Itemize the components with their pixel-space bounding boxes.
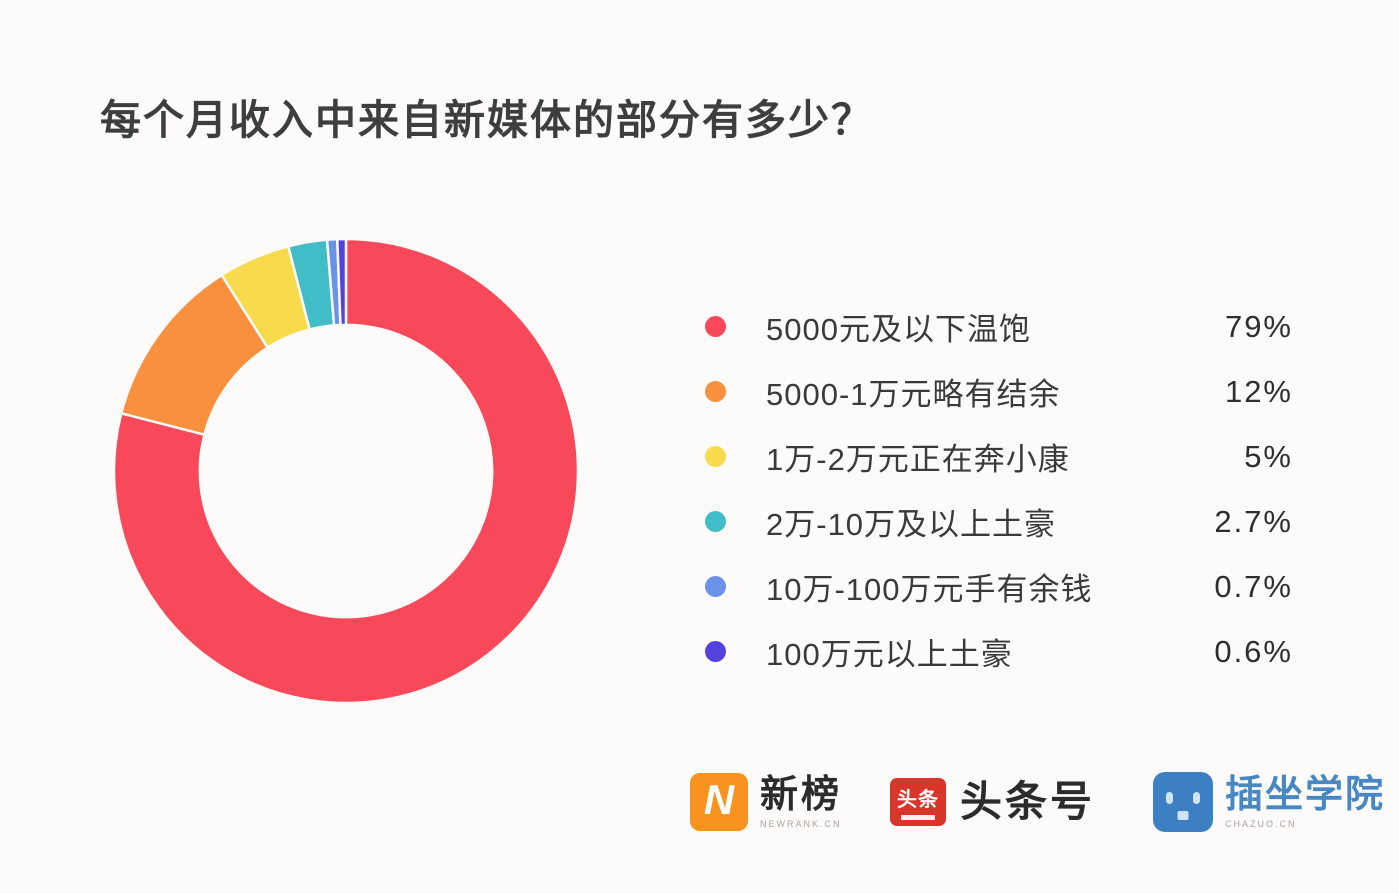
legend-label: 10万-100万元手有余钱 — [766, 572, 1093, 607]
newrank-name: 新榜 — [760, 774, 843, 817]
chazuo-eye-icon — [1193, 792, 1201, 804]
footer-logos: N 新榜 NEWRANK.CN 头条 头条号 插坐学院 — [690, 772, 1385, 832]
legend-dot-icon — [705, 576, 726, 597]
legend-dot-icon — [705, 316, 726, 337]
chazuo-face — [1153, 772, 1213, 832]
legend-value: 2.7% — [1214, 503, 1293, 539]
newrank-subtitle: NEWRANK.CN — [760, 818, 842, 829]
chazuo-text: 插坐学院 CHAZUO.CN — [1225, 774, 1386, 829]
page-title: 每个月收入中来自新媒体的部分有多少？ — [100, 97, 874, 143]
chazuo-logo: 插坐学院 CHAZUO.CN — [1153, 772, 1385, 832]
legend-item: 5000元及以下温饱 79% — [705, 294, 1293, 359]
legend-value: 12% — [1224, 373, 1293, 409]
donut-svg — [112, 237, 580, 705]
legend-label: 100万元以上土豪 — [766, 637, 1013, 672]
donut-slice — [335, 237, 348, 327]
legend-item: 5000-1万元略有结余 12% — [705, 359, 1293, 424]
newrank-text: 新榜 NEWRANK.CN — [760, 774, 843, 829]
legend-label: 5000元及以下温饱 — [766, 312, 1031, 347]
toutiao-icon-bar — [901, 815, 936, 820]
legend-item: 2万-10万及以上土豪 2.7% — [705, 489, 1293, 554]
legend-value: 0.6% — [1214, 633, 1293, 669]
donut-chart — [111, 236, 581, 706]
legend-label: 5000-1万元略有结余 — [766, 377, 1061, 412]
chazuo-mouth-icon — [1177, 811, 1189, 820]
chazuo-eye-icon — [1166, 792, 1174, 804]
toutiao-logo: 头条 头条号 — [890, 778, 1095, 826]
legend-item: 10万-100万元手有余钱 0.7% — [705, 554, 1293, 619]
chazuo-name: 插坐学院 — [1225, 774, 1386, 817]
legend-value: 0.7% — [1214, 568, 1293, 604]
legend-label: 1万-2万元正在奔小康 — [766, 442, 1070, 477]
legend-item: 100万元以上土豪 0.6% — [705, 619, 1293, 684]
donut-slice — [112, 237, 580, 705]
toutiao-icon-chars: 头条 — [897, 789, 940, 811]
legend-dot-icon — [705, 641, 726, 662]
legend-dot-icon — [705, 446, 726, 467]
newrank-icon: N — [690, 773, 748, 831]
legend-value: 5% — [1244, 438, 1293, 474]
legend-dot-icon — [705, 511, 726, 532]
toutiao-name: 头条号 — [960, 777, 1096, 825]
chart-legend: 5000元及以下温饱 79% 5000-1万元略有结余 12% 1万-2万元正在… — [705, 294, 1293, 684]
toutiao-icon: 头条 — [890, 778, 947, 826]
chazuo-subtitle: CHAZUO.CN — [1225, 818, 1297, 829]
newrank-logo: N 新榜 NEWRANK.CN — [690, 773, 842, 831]
legend-item: 1万-2万元正在奔小康 5% — [705, 424, 1293, 489]
chazuo-robot-face-icon — [1153, 772, 1214, 832]
legend-value: 79% — [1224, 308, 1293, 344]
legend-dot-icon — [705, 381, 726, 402]
legend-label: 2万-10万及以上土豪 — [766, 507, 1057, 542]
